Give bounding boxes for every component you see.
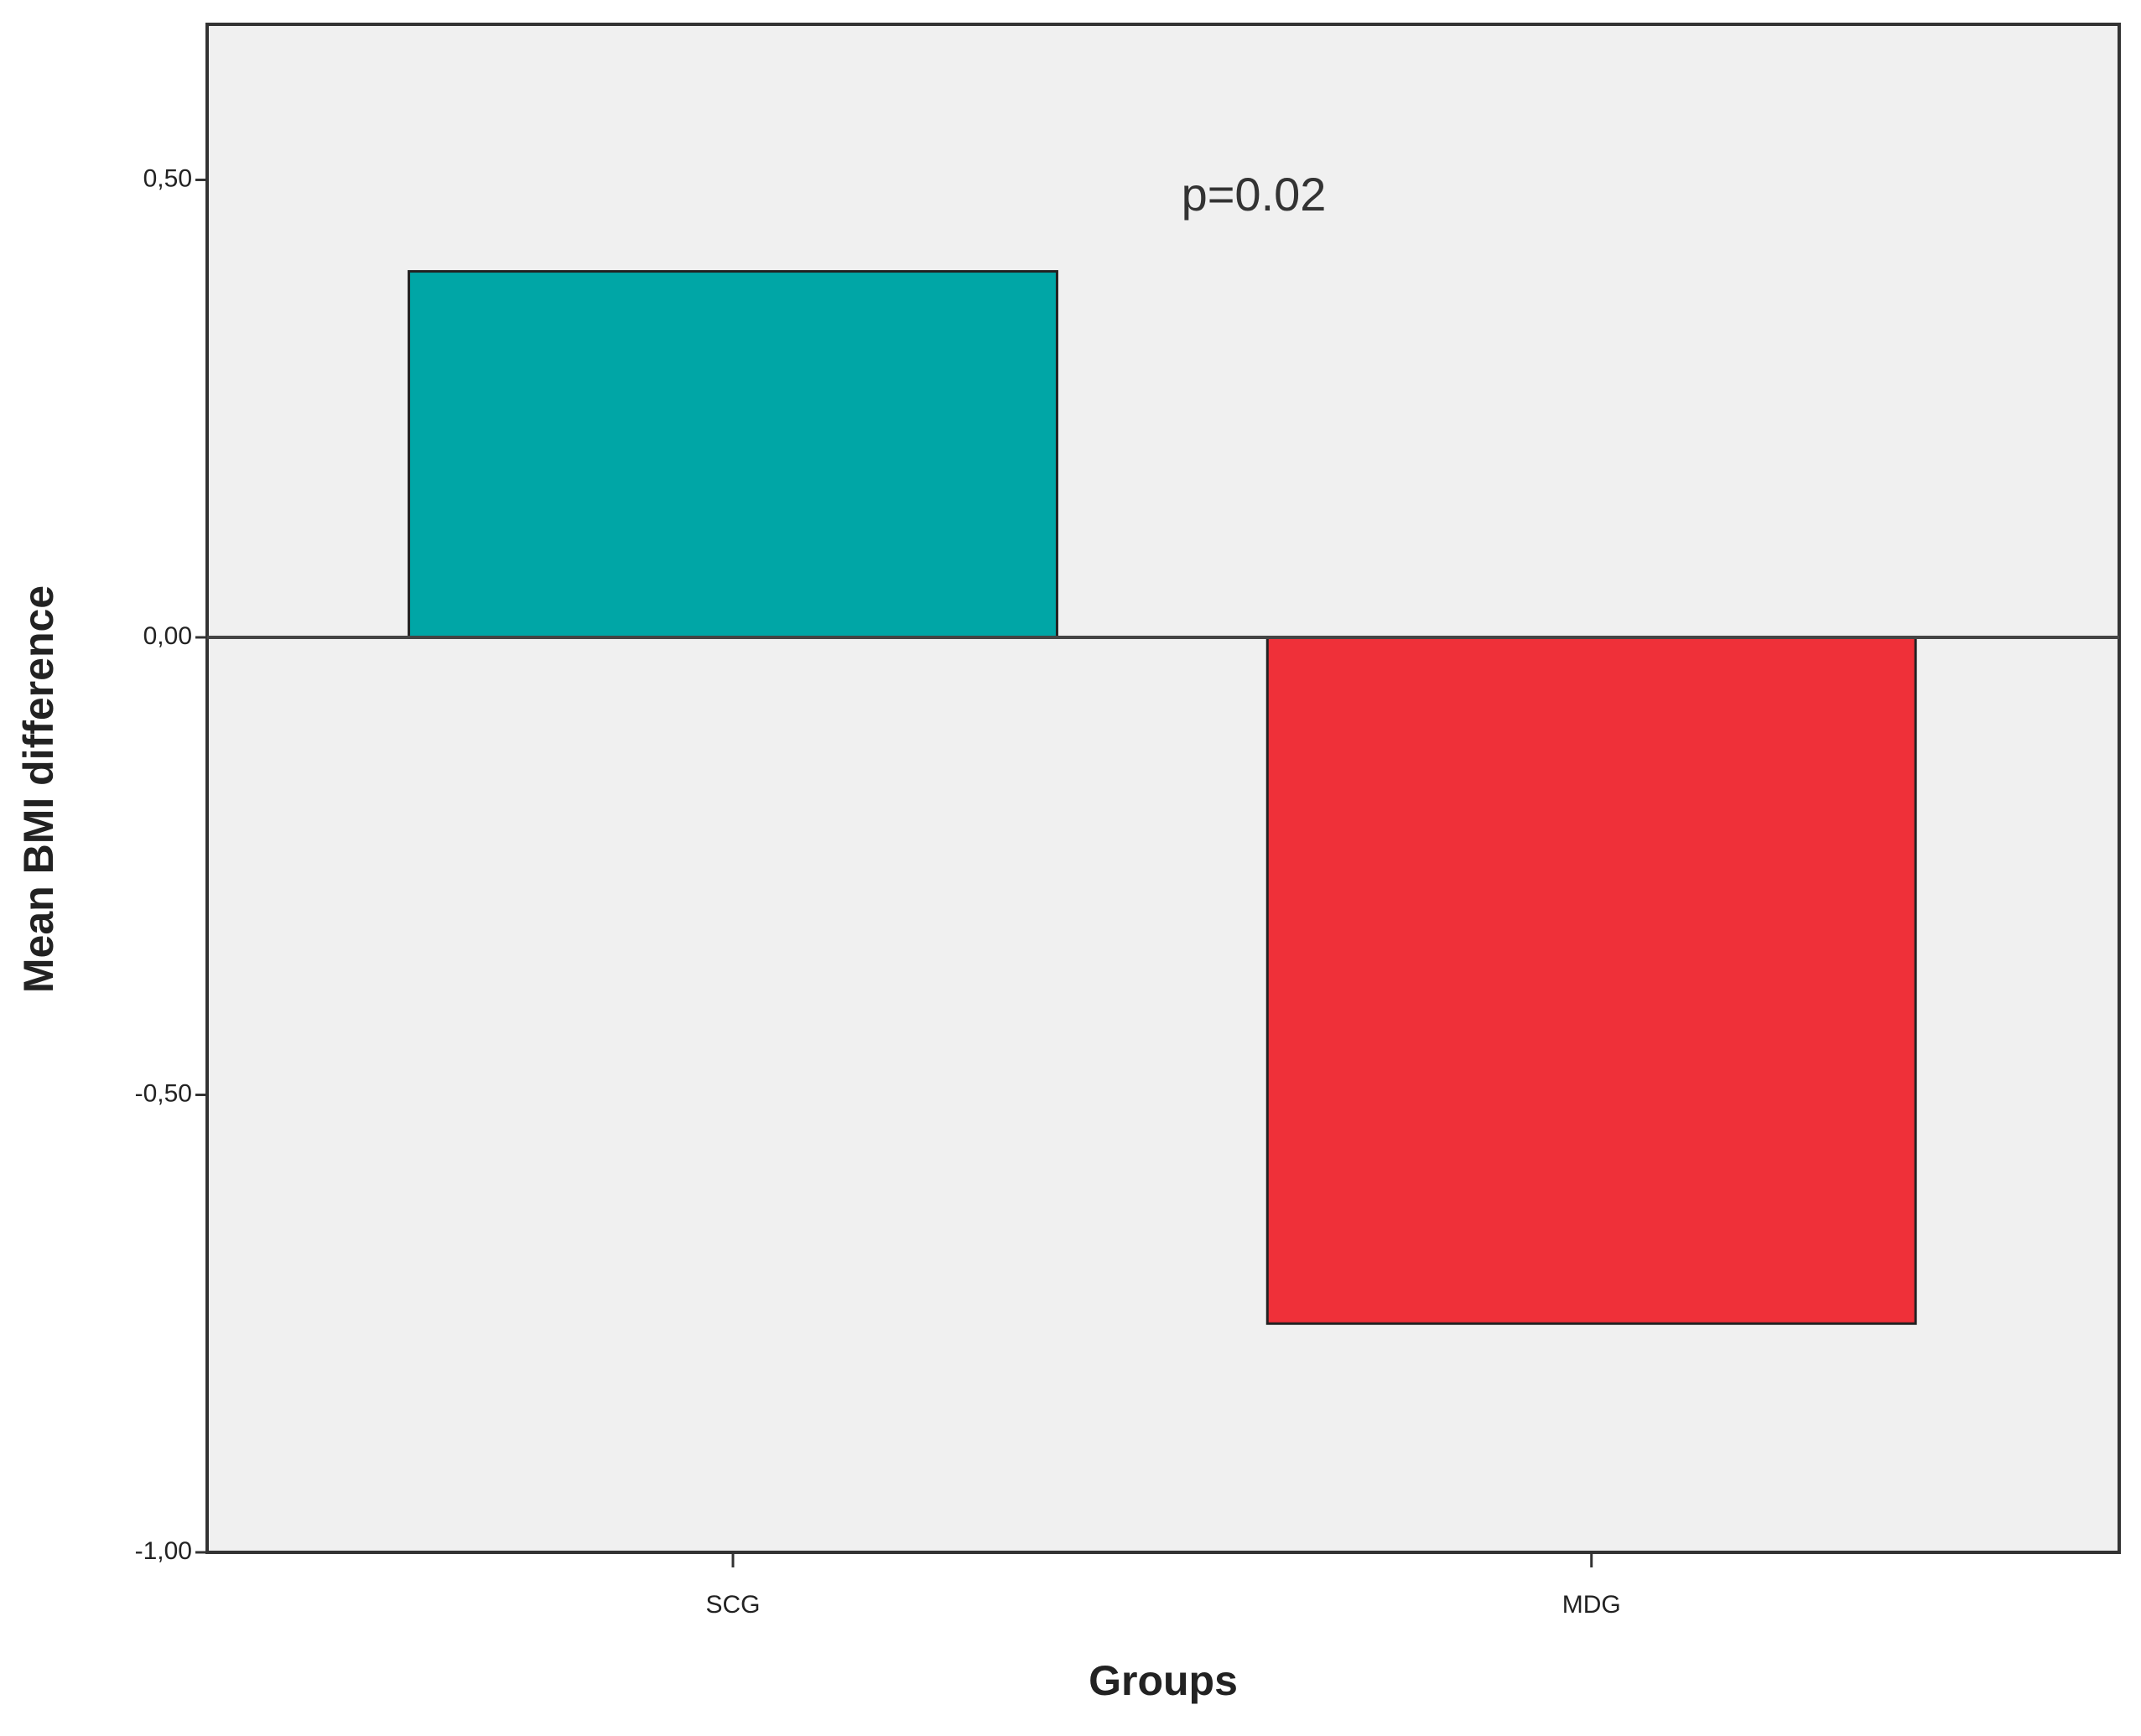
- y-tick-label: 0,00: [143, 622, 192, 650]
- annotation: p=0.02: [1182, 168, 1327, 221]
- bar: [1265, 636, 1917, 1325]
- y-tick-label: -1,00: [135, 1537, 192, 1565]
- bar: [408, 270, 1058, 639]
- y-tick-label: 0,50: [143, 164, 192, 192]
- x-tick-label: SCG: [705, 1591, 760, 1619]
- x-tick-label: MDG: [1562, 1591, 1621, 1619]
- y-axis-title: Mean BMI difference: [15, 585, 62, 993]
- x-axis-title: Groups: [1089, 1657, 1238, 1704]
- y-tick-label: -0,50: [135, 1079, 192, 1107]
